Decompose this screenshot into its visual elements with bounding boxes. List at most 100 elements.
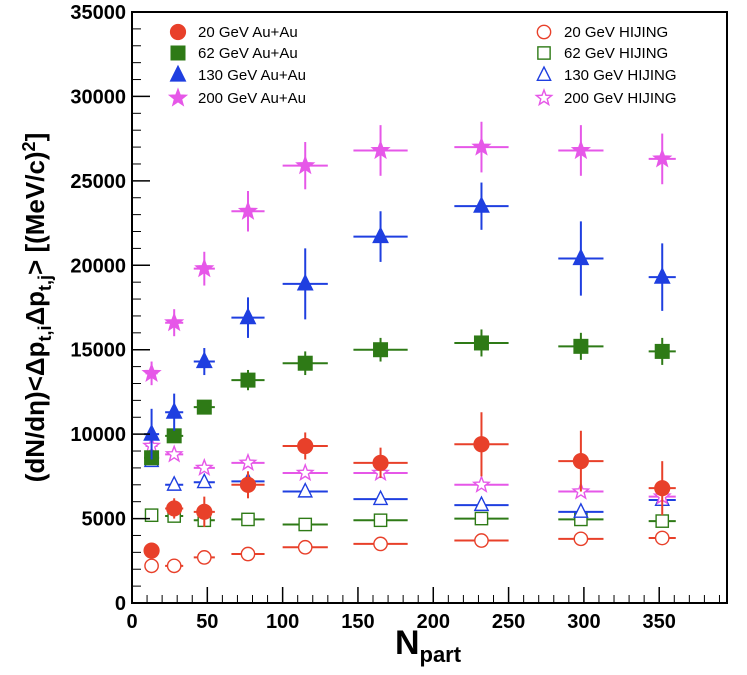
- series-20-gev-hijing: [144, 530, 676, 574]
- marker-circle: [297, 539, 313, 555]
- legend-marker-square: [537, 46, 551, 60]
- marker-star: [471, 136, 492, 156]
- y-tick-label: 5000: [82, 509, 127, 531]
- legend-marker-triangle: [536, 65, 552, 82]
- data-point: [454, 121, 509, 173]
- data-point: [353, 337, 408, 362]
- y-axis-label: (dN/dη)<Δpt,iΔpt,j> [(MeV/c)2]: [19, 133, 55, 483]
- marker-star: [570, 139, 591, 160]
- legend-entry: 200 GeV Au+Au: [167, 87, 306, 107]
- data-point: [165, 393, 184, 431]
- x-axis-label-main: N: [395, 624, 420, 662]
- y-axis-label-part: > [(MeV/c): [20, 151, 50, 275]
- legend-entry: 200 GeV HIJING: [534, 87, 677, 107]
- data-point: [558, 221, 604, 296]
- marker-square: [373, 513, 388, 528]
- marker-circle: [144, 558, 159, 574]
- series-20-gev-au-au: [143, 412, 676, 559]
- legend-marker-circle: [536, 24, 552, 40]
- y-tick-label: 20000: [70, 255, 126, 277]
- data-point: [558, 125, 604, 176]
- data-point: [282, 517, 328, 532]
- marker-triangle: [473, 195, 490, 213]
- legend-entry: 130 GeV HIJING: [536, 65, 677, 84]
- data-point: [282, 142, 328, 190]
- data-point: [558, 332, 604, 360]
- series-200-gev-au-au: [141, 121, 676, 386]
- legend-label: 62 GeV Au+Au: [198, 45, 298, 62]
- marker-star: [141, 362, 162, 382]
- marker-triangle: [239, 307, 257, 325]
- x-tick-label: 100: [266, 611, 299, 633]
- y-axis-label-part: t,i: [35, 326, 55, 342]
- legend-entry: 62 GeV HIJING: [537, 45, 668, 62]
- marker-circle: [572, 453, 589, 470]
- series-130-gev-hijing: [143, 451, 676, 518]
- legend-marker-star: [167, 87, 189, 107]
- data-point: [353, 489, 408, 506]
- axes: 0 50 100 150 200 250 300 350 0 5000 10000 15000 2000…: [70, 2, 720, 633]
- marker-triangle: [195, 351, 213, 369]
- data-point: [193, 457, 215, 477]
- data-point: [144, 508, 159, 523]
- marker-star: [370, 139, 391, 160]
- data-point: [454, 511, 509, 526]
- marker-circle: [654, 530, 670, 546]
- marker-square: [473, 335, 489, 351]
- marker-star: [237, 200, 259, 220]
- y-axis-label-part: ]: [20, 133, 50, 142]
- data-point: [454, 182, 509, 230]
- marker-star: [164, 444, 184, 463]
- data-point: [231, 369, 265, 391]
- data-point: [165, 475, 184, 491]
- marker-star: [194, 457, 214, 477]
- data-point: [353, 447, 408, 479]
- legend-label: 130 GeV HIJING: [564, 67, 677, 84]
- data-point: [648, 530, 676, 546]
- legend-label: 20 GeV Au+Au: [198, 24, 298, 41]
- marker-star: [238, 452, 258, 471]
- data-point: [648, 133, 676, 185]
- x-tick-label: 50: [196, 611, 218, 633]
- legend-label: 200 GeV HIJING: [564, 90, 677, 107]
- marker-star: [652, 148, 673, 168]
- legend-entry: 20 GeV Au+Au: [169, 23, 298, 41]
- legend-marker-square: [170, 45, 186, 61]
- data-point: [231, 190, 265, 232]
- marker-square: [144, 508, 159, 523]
- marker-star: [164, 312, 185, 332]
- data-point: [193, 550, 215, 565]
- marker-square: [654, 343, 670, 359]
- data-point: [282, 432, 328, 460]
- marker-square: [240, 372, 256, 388]
- legend: 20 GeV Au+Au 62 GeV Au+Au 130 GeV Au+Au 200…: [167, 23, 677, 107]
- marker-star: [295, 462, 315, 482]
- x-axis-label-sub: part: [420, 642, 462, 667]
- x-axis-label: Npart: [395, 624, 462, 667]
- marker-circle: [474, 533, 489, 548]
- y-tick-label: 30000: [70, 86, 126, 108]
- legend-entry: 62 GeV Au+Au: [170, 45, 298, 62]
- data-point: [558, 430, 604, 492]
- data-point: [164, 309, 185, 337]
- data-point: [193, 472, 215, 489]
- marker-square: [298, 517, 313, 532]
- marker-triangle: [372, 489, 389, 506]
- data-point: [454, 474, 509, 493]
- x-tick-label: 150: [341, 611, 374, 633]
- data-point: [648, 514, 676, 528]
- data-point: [143, 542, 160, 559]
- series-200-gev-hijing: [142, 435, 676, 505]
- legend-entry: 20 GeV HIJING: [536, 24, 668, 41]
- data-point: [353, 125, 408, 176]
- marker-triangle: [297, 482, 314, 498]
- marker-triangle: [473, 495, 490, 512]
- data-point: [193, 399, 215, 415]
- data-point: [282, 248, 328, 320]
- data-point: [231, 471, 265, 499]
- legend-label: 200 GeV Au+Au: [198, 90, 306, 107]
- y-axis-label-part: t,j: [35, 275, 55, 291]
- marker-triangle: [166, 475, 182, 491]
- x-tick-label: 350: [643, 611, 676, 633]
- plot-frame: [131, 11, 728, 604]
